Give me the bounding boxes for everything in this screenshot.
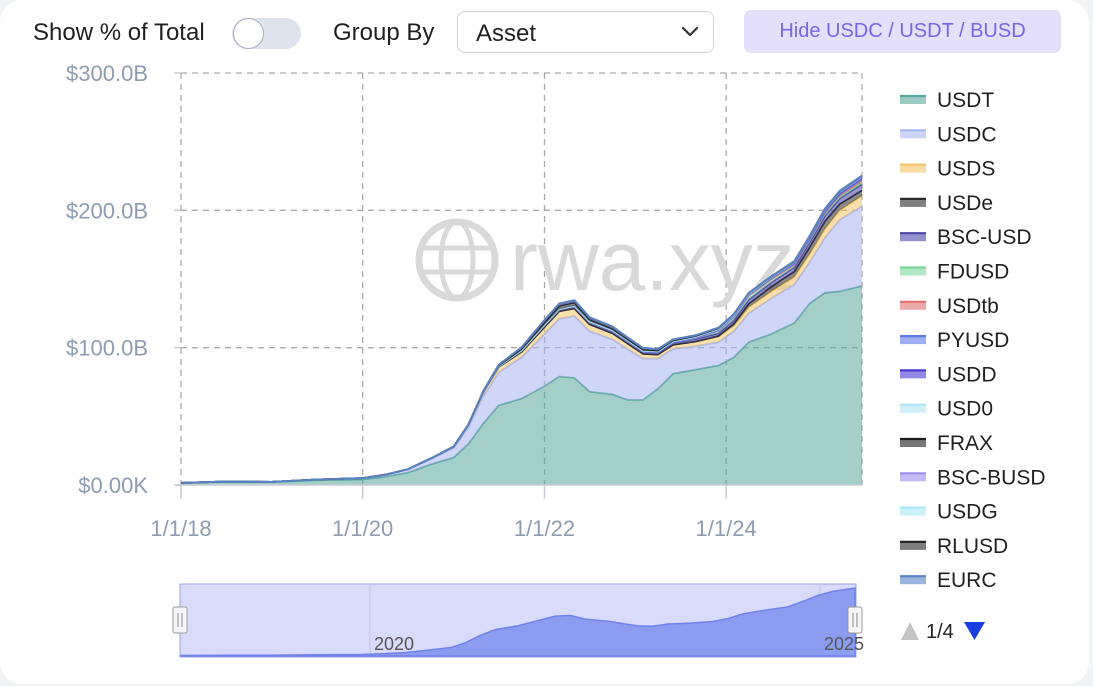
legend-label: EURC — [937, 569, 997, 592]
y-tick-label: $100.0B — [66, 336, 148, 361]
show-percent-label: Show % of Total — [33, 19, 205, 46]
legend-swatch — [900, 96, 926, 104]
legend-item-bsc-usd[interactable]: BSC-USD — [900, 226, 1032, 249]
legend-swatch — [900, 439, 926, 447]
x-tick-label: 1/1/18 — [150, 516, 211, 541]
navigator-label-2020: 2020 — [374, 634, 414, 654]
legend-label: USDtb — [937, 295, 999, 318]
legend-label: USDC — [937, 123, 997, 146]
legend-swatch — [900, 267, 926, 276]
legend-page-indicator: 1/4 — [926, 621, 954, 643]
chart-toolbar: Show % of Total Group By Asset Hide USDC… — [0, 0, 1093, 60]
legend-swatch — [900, 404, 926, 413]
navigator-left-handle[interactable] — [172, 606, 188, 634]
show-percent-toggle[interactable] — [232, 18, 301, 49]
x-tick-label: 1/1/20 — [332, 516, 393, 541]
legend-item-usdtb[interactable]: USDtb — [900, 295, 999, 318]
legend-label: USDG — [937, 501, 998, 524]
legend-swatch — [900, 507, 926, 516]
legend-item-fdusd[interactable]: FDUSD — [900, 261, 1009, 284]
legend-item-usdt[interactable]: USDT — [900, 89, 994, 112]
legend-label: PYUSD — [937, 329, 1009, 352]
legend-item-usde[interactable]: USDe — [900, 192, 993, 215]
toggle-knob — [233, 18, 264, 49]
legend-label: USD0 — [937, 398, 993, 421]
legend-label: FRAX — [937, 432, 993, 455]
y-tick-label: $0.00K — [78, 473, 148, 498]
watermark: rwa.xyz — [415, 214, 795, 308]
legend-swatch — [900, 164, 926, 173]
area-usdt — [181, 285, 862, 485]
legend-label: USDe — [937, 192, 993, 215]
legend-swatch — [900, 370, 926, 379]
legend-swatch — [900, 198, 926, 207]
legend-swatch — [900, 576, 926, 585]
navigator-label-2025: 2025 — [824, 634, 864, 654]
legend-swatch — [900, 130, 926, 139]
legend-item-usdg[interactable]: USDG — [900, 501, 998, 524]
y-tick-label: $200.0B — [66, 198, 148, 223]
legend-label: BSC-BUSD — [937, 466, 1046, 489]
legend-swatch — [900, 473, 926, 482]
legend-item-bsc-busd[interactable]: BSC-BUSD — [900, 466, 1046, 489]
legend-item-usds[interactable]: USDS — [900, 158, 995, 181]
legend-item-rlusd[interactable]: RLUSD — [900, 535, 1008, 558]
area-usdc — [181, 206, 862, 483]
group-by-select[interactable]: Asset — [457, 11, 714, 53]
navigator-right-handle[interactable] — [847, 606, 863, 634]
legend-item-pyusd[interactable]: PYUSD — [900, 329, 1009, 352]
legend-label: BSC-USD — [937, 226, 1032, 249]
legend-swatch — [900, 233, 926, 242]
range-navigator[interactable]: 2020 2025 — [172, 583, 864, 658]
legend-label: USDT — [937, 89, 994, 112]
legend-swatch — [900, 541, 926, 550]
legend-label: USDD — [937, 363, 997, 386]
group-by-value: Asset — [476, 20, 537, 47]
legend: USDT USDC USDS USDe BSC-USD FDUSD USDtb PYUSD US… — [900, 89, 1046, 592]
globe-icon — [415, 218, 499, 302]
legend-item-eurc[interactable]: EURC — [900, 569, 997, 592]
series-areas — [180, 174, 863, 485]
legend-next-page-icon[interactable] — [964, 622, 985, 640]
legend-item-usd0[interactable]: USD0 — [900, 398, 993, 421]
legend-label: FDUSD — [937, 261, 1009, 284]
group-by-label: Group By — [333, 19, 435, 46]
x-tick-label: 1/1/24 — [696, 516, 757, 541]
series-eurc — [180, 174, 863, 484]
axes: $0.00K $100.0B $200.0B $300.0B 1/1/18 1/1/20 1… — [66, 61, 862, 541]
globe-meridian — [438, 219, 476, 301]
chevron-down-icon — [681, 26, 699, 37]
legend-pagination: 1/4 — [901, 621, 985, 643]
legend-item-usdc[interactable]: USDC — [900, 123, 997, 146]
x-tick-label: 1/1/22 — [514, 516, 575, 541]
watermark-text: rwa.xyz — [510, 214, 795, 308]
legend-label: USDS — [937, 158, 995, 181]
legend-item-frax[interactable]: FRAX — [900, 432, 993, 455]
legend-prev-page-icon[interactable] — [901, 622, 919, 640]
line-eurc — [180, 174, 863, 484]
y-tick-label: $300.0B — [66, 61, 148, 86]
legend-swatch — [900, 301, 926, 310]
legend-swatch — [900, 336, 926, 345]
legend-label: RLUSD — [937, 535, 1008, 558]
hide-stablecoins-button[interactable]: Hide USDC / USDT / BUSD — [744, 10, 1061, 53]
legend-item-usdd[interactable]: USDD — [900, 363, 997, 386]
navigator-series — [180, 587, 856, 657]
